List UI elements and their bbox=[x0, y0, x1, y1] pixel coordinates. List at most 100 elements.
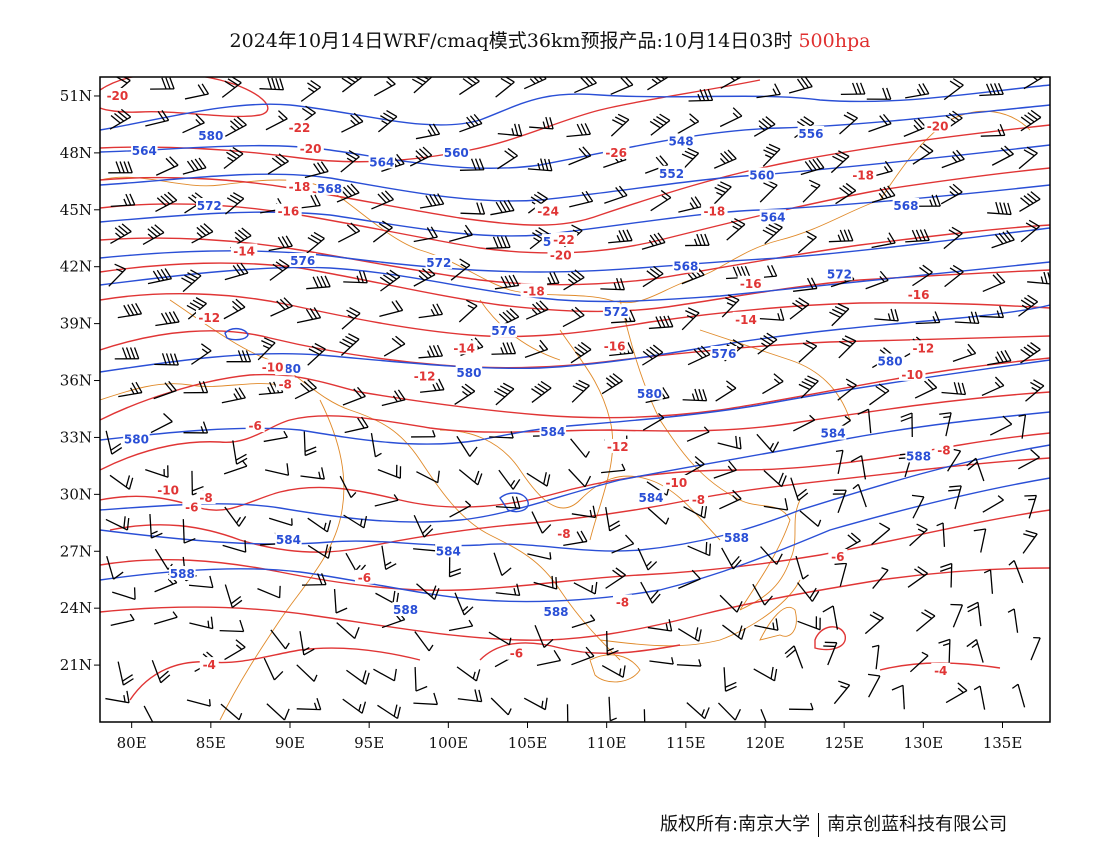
height-contour-label-bg bbox=[667, 133, 695, 148]
wind-barb bbox=[155, 311, 180, 327]
temperature-contour-label: -6 bbox=[185, 501, 198, 515]
wind-barb bbox=[118, 381, 143, 398]
temperature-contour-line bbox=[129, 647, 421, 701]
wind-barb bbox=[263, 657, 284, 681]
wind-barb bbox=[915, 311, 941, 325]
wind-barb bbox=[220, 703, 243, 721]
wind-barb bbox=[936, 522, 946, 547]
wind-barb bbox=[640, 581, 661, 604]
wind-barb bbox=[110, 193, 136, 208]
height-contour-label: 584 bbox=[276, 533, 301, 547]
wind-barb bbox=[112, 587, 136, 600]
wind-barb bbox=[569, 190, 594, 208]
wind-barb bbox=[490, 199, 515, 216]
lat-tick-label: 36N bbox=[60, 372, 92, 390]
wind-barb bbox=[1030, 636, 1041, 661]
wind-barb bbox=[303, 431, 317, 457]
temperature-contour-label: -4 bbox=[203, 658, 216, 672]
wind-barb bbox=[414, 667, 428, 692]
temperature-contour-label: -16 bbox=[908, 288, 930, 302]
height-contour-label: 568 bbox=[673, 260, 698, 274]
temperature-contour-label-bg bbox=[737, 275, 764, 290]
wind-barb bbox=[266, 703, 290, 721]
wind-barb bbox=[495, 77, 515, 98]
wind-barb bbox=[296, 664, 318, 682]
wind-barb bbox=[270, 297, 293, 317]
height-contour-label-bg bbox=[748, 167, 776, 182]
wind-barb bbox=[117, 661, 134, 686]
wind-barb bbox=[608, 696, 617, 722]
lon-tick-label: 135E bbox=[983, 734, 1023, 752]
company-text: 南京创蓝科技有限公司 bbox=[827, 814, 1008, 835]
wind-barb bbox=[678, 569, 701, 589]
wind-barb bbox=[907, 566, 928, 588]
height-contour-label-bg bbox=[819, 425, 847, 440]
wind-barb bbox=[339, 333, 360, 356]
wind-barb bbox=[563, 269, 585, 291]
temperature-contour-label: -12 bbox=[912, 341, 934, 355]
wind-barb bbox=[604, 185, 628, 204]
wind-barb bbox=[789, 297, 810, 320]
wind-barb bbox=[914, 378, 938, 399]
wind-barb bbox=[341, 112, 364, 133]
temperature-contour-label-bg bbox=[506, 645, 526, 660]
wind-barb bbox=[867, 673, 881, 698]
wind-barb bbox=[601, 463, 626, 474]
wind-barb bbox=[153, 611, 178, 625]
wind-barb bbox=[536, 649, 562, 667]
wind-barb bbox=[643, 709, 646, 722]
height-contour-label-bg bbox=[636, 385, 663, 400]
temperature-contour-label-bg bbox=[931, 662, 951, 677]
height-contour-label-bg bbox=[368, 154, 396, 169]
lon-tick-label: 125E bbox=[824, 734, 864, 752]
wind-barb bbox=[686, 426, 710, 442]
wind-barb bbox=[611, 534, 635, 554]
temperature-contour-label: -6 bbox=[248, 419, 261, 433]
wind-barb bbox=[723, 667, 737, 692]
wind-barb bbox=[533, 575, 558, 590]
lat-tick-label: 30N bbox=[60, 485, 92, 503]
wind-barb bbox=[294, 379, 317, 400]
wind-barb bbox=[987, 350, 1012, 366]
height-contour-line bbox=[100, 411, 1050, 523]
wind-barb bbox=[531, 511, 552, 534]
wind-barb bbox=[419, 193, 445, 209]
wind-barb bbox=[154, 353, 179, 366]
lon-tick-label: 110E bbox=[587, 734, 627, 752]
wind-barb bbox=[713, 181, 732, 205]
wind-barb bbox=[795, 555, 809, 580]
wind-barb bbox=[909, 651, 929, 673]
wind-barb bbox=[789, 702, 814, 711]
height-contour-label: 588 bbox=[543, 605, 568, 619]
wind-barb bbox=[301, 573, 327, 586]
lon-tick-label: 80E bbox=[117, 734, 147, 752]
wind-barb bbox=[110, 223, 132, 245]
wind-barb bbox=[182, 113, 205, 134]
wind-barb bbox=[938, 638, 951, 664]
wind-barb bbox=[642, 413, 665, 431]
wind-barb bbox=[307, 517, 332, 533]
wind-barb bbox=[719, 107, 743, 128]
temperature-contour-label-bg bbox=[182, 499, 202, 514]
wind-barb bbox=[300, 467, 325, 480]
wind-barb bbox=[647, 619, 673, 632]
wind-barb bbox=[370, 433, 382, 458]
wind-barb bbox=[753, 116, 776, 137]
temperature-contour-label-bg bbox=[905, 287, 932, 302]
wind-barb bbox=[527, 552, 552, 560]
wind-barb bbox=[869, 383, 890, 406]
wind-barb bbox=[263, 430, 288, 443]
height-contour-label: 580 bbox=[456, 366, 481, 380]
wind-barb bbox=[871, 522, 891, 546]
wind-barb bbox=[224, 584, 243, 609]
height-contour-label: 572 bbox=[604, 305, 629, 319]
wind-barb bbox=[264, 463, 290, 476]
height-contour-label-bg bbox=[759, 209, 787, 224]
wind-barb bbox=[832, 489, 847, 514]
temperature-contour-label-bg bbox=[550, 232, 578, 247]
wind-barb bbox=[905, 83, 930, 99]
wind-barb bbox=[456, 435, 478, 457]
wind-barb bbox=[379, 269, 401, 292]
height-contour-label: 564 bbox=[760, 210, 785, 224]
wind-barb bbox=[109, 108, 132, 130]
